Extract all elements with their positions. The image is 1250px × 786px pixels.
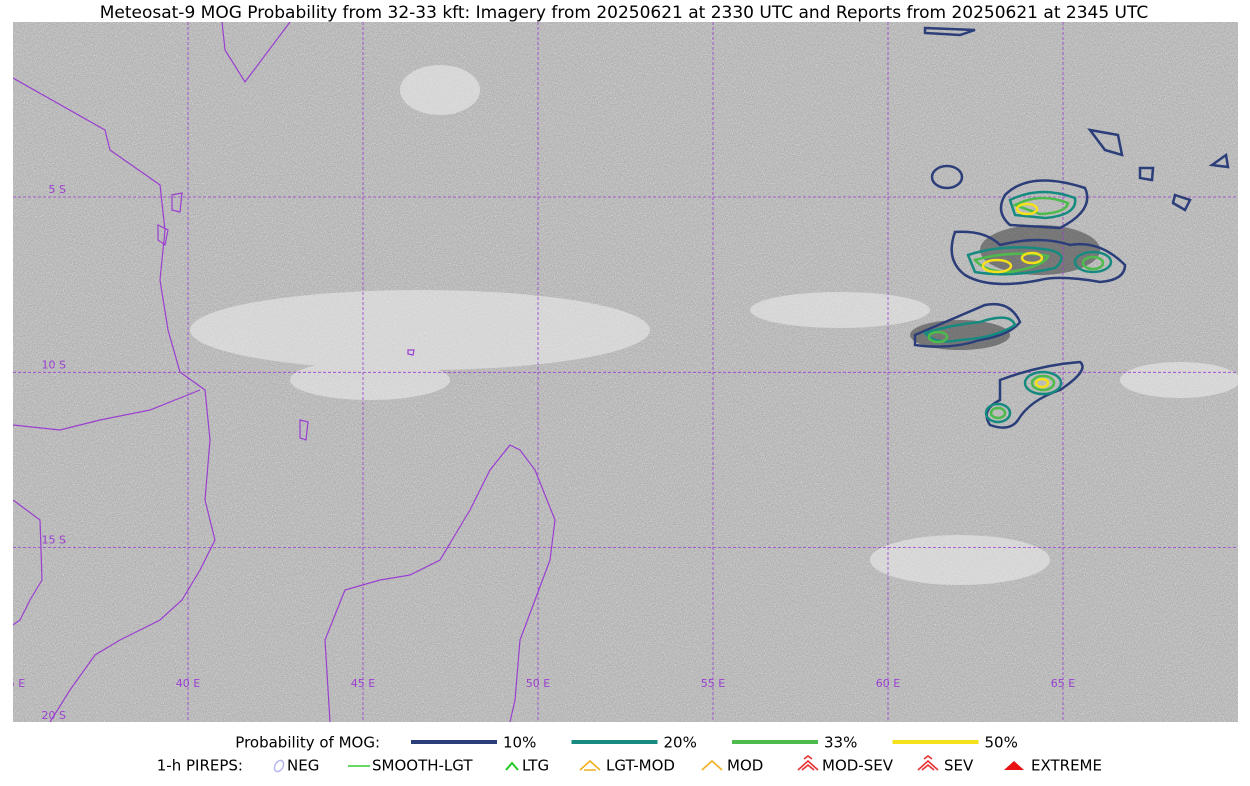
longitude-label: 35 E (1, 677, 25, 690)
legend: Probability of MOG: 10% 20% 33% 50% 1-h PIREP… (157, 734, 1102, 775)
legend-item-label: LGT-MOD (606, 757, 675, 775)
latitude-label: 5 S (49, 183, 66, 196)
legend-item-label: 10% (503, 734, 536, 752)
probability-contours (913, 26, 1230, 429)
pirep-icon (579, 759, 601, 771)
latitude-label: 15 S (42, 534, 66, 547)
cloud-features (190, 65, 1238, 585)
latitude-labels: 5 S 10 S 15 S 20 S (42, 183, 66, 722)
legend-item-label: EXTREME (1031, 757, 1102, 775)
longitude-label: 50 E (526, 677, 550, 690)
longitude-label: 60 E (876, 677, 900, 690)
coastlines (13, 22, 556, 722)
pirep-icon (1004, 761, 1024, 770)
legend-item-label: NEG (287, 757, 319, 775)
legend-item-label: 50% (985, 734, 1018, 752)
legend-item-label: 20% (664, 734, 697, 752)
pirep-icon (917, 755, 939, 771)
longitude-label: 40 E (176, 677, 200, 690)
map: 5 S 10 S 15 S 20 S 35 E 40 E 45 E 50 E 55 E 60 E… (1, 22, 1238, 722)
legend-item-label: MOD-SEV (822, 757, 894, 775)
longitude-label: 55 E (701, 677, 725, 690)
latitude-label: 20 S (42, 709, 66, 722)
pirep-icon (701, 759, 723, 771)
legend-label: Probability of MOG: (235, 734, 380, 752)
legend-item-label: 33% (824, 734, 857, 752)
legend-item-label: LTG (522, 757, 549, 775)
title: Meteosat-9 MOG Probability from 32-33 kf… (100, 3, 1149, 23)
legend-label: 1-h PIREPS: (157, 757, 243, 775)
pirep-icon (505, 761, 519, 771)
legend-item-label: SEV (944, 757, 974, 775)
legend-item-label: MOD (727, 757, 763, 775)
pirep-icon (273, 759, 285, 773)
legend-item-label: SMOOTH-LGT (372, 757, 473, 775)
longitude-label: 45 E (351, 677, 375, 690)
grid (13, 22, 1238, 722)
pirep-icon (797, 755, 819, 771)
longitude-label: 65 E (1051, 677, 1075, 690)
latitude-label: 10 S (42, 358, 66, 371)
longitude-labels: 35 E 40 E 45 E 50 E 55 E 60 E 65 E (1, 677, 1075, 690)
